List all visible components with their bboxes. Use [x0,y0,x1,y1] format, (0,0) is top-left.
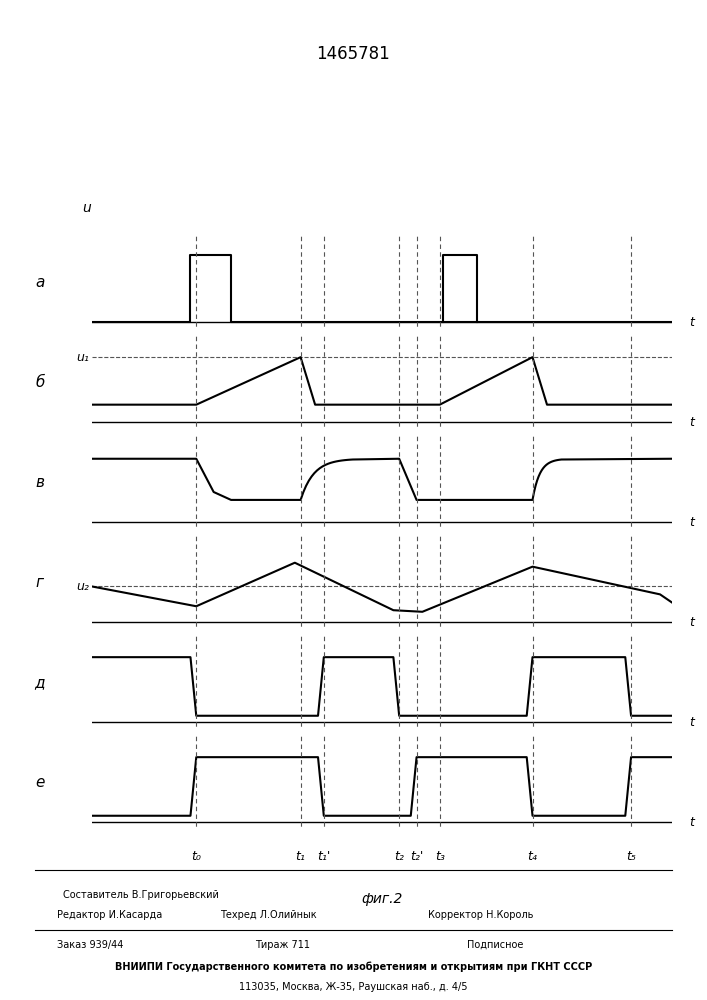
Text: t: t [689,516,694,529]
Text: Заказ 939/44: Заказ 939/44 [57,940,123,950]
Text: 1465781: 1465781 [317,45,390,63]
Text: u₂: u₂ [76,580,89,593]
Text: t: t [689,416,694,429]
Text: Редактор И.Касарда: Редактор И.Касарда [57,910,162,920]
Text: д: д [35,675,45,690]
Text: t₂: t₂ [395,850,404,863]
Text: t₃: t₃ [435,850,445,863]
Text: t₁': t₁' [317,850,330,863]
Text: u₁: u₁ [76,351,89,364]
Text: в: в [35,475,45,490]
Text: t₅: t₅ [626,850,636,863]
Text: t₁: t₁ [296,850,305,863]
Text: 113035, Москва, Ж-35, Раушская наб., д. 4/5: 113035, Москва, Ж-35, Раушская наб., д. … [239,982,468,992]
Text: Подписное: Подписное [467,940,523,950]
Text: Тираж 711: Тираж 711 [255,940,310,950]
Text: a: a [35,275,45,290]
Text: t₂': t₂' [410,850,423,863]
Text: t: t [689,616,694,629]
Text: u: u [82,201,90,215]
Text: Составитель В.Григорьевский: Составитель В.Григорьевский [64,890,219,900]
Text: t: t [689,716,694,729]
Text: б: б [35,375,45,390]
Text: Корректор Н.Король: Корректор Н.Король [428,910,534,920]
Text: фиг.2: фиг.2 [361,892,402,906]
Text: Техред Л.Олийнык: Техред Л.Олийнык [221,910,317,920]
Text: t₄: t₄ [527,850,537,863]
Text: t₀: t₀ [192,850,201,863]
Text: ВНИИПИ Государственного комитета по изобретениям и открытиям при ГКНТ СССР: ВНИИПИ Государственного комитета по изоб… [115,962,592,972]
Text: г: г [36,575,44,590]
Text: t: t [689,816,694,829]
Text: е: е [35,775,45,790]
Text: t: t [689,316,694,329]
